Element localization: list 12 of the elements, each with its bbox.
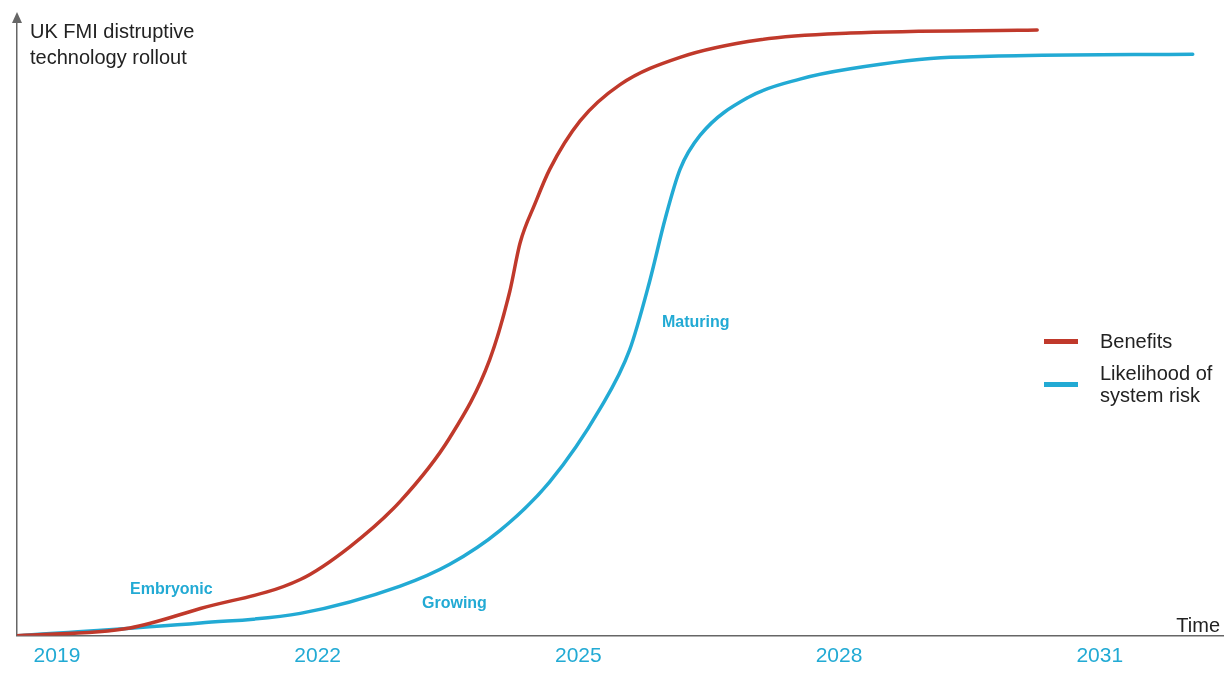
x-tick-label: 2022 [294, 643, 342, 667]
x-tick-label: 2028 [815, 643, 863, 667]
x-tick-label: 2025 [555, 643, 602, 667]
legend-label: Likelihood of system risk [1100, 362, 1214, 406]
legend-label: Benefits [1100, 330, 1173, 352]
y-axis-title: UK FMI distruptive technology rollout [30, 19, 196, 70]
annotation: Maturing [662, 313, 730, 331]
annotation: Growing [422, 594, 487, 612]
annotation: Embryonic [130, 580, 213, 598]
x-tick-label: 2019 [33, 643, 81, 667]
x-tick-label: 2031 [1076, 643, 1124, 667]
x-axis-title: Time [1176, 614, 1220, 637]
